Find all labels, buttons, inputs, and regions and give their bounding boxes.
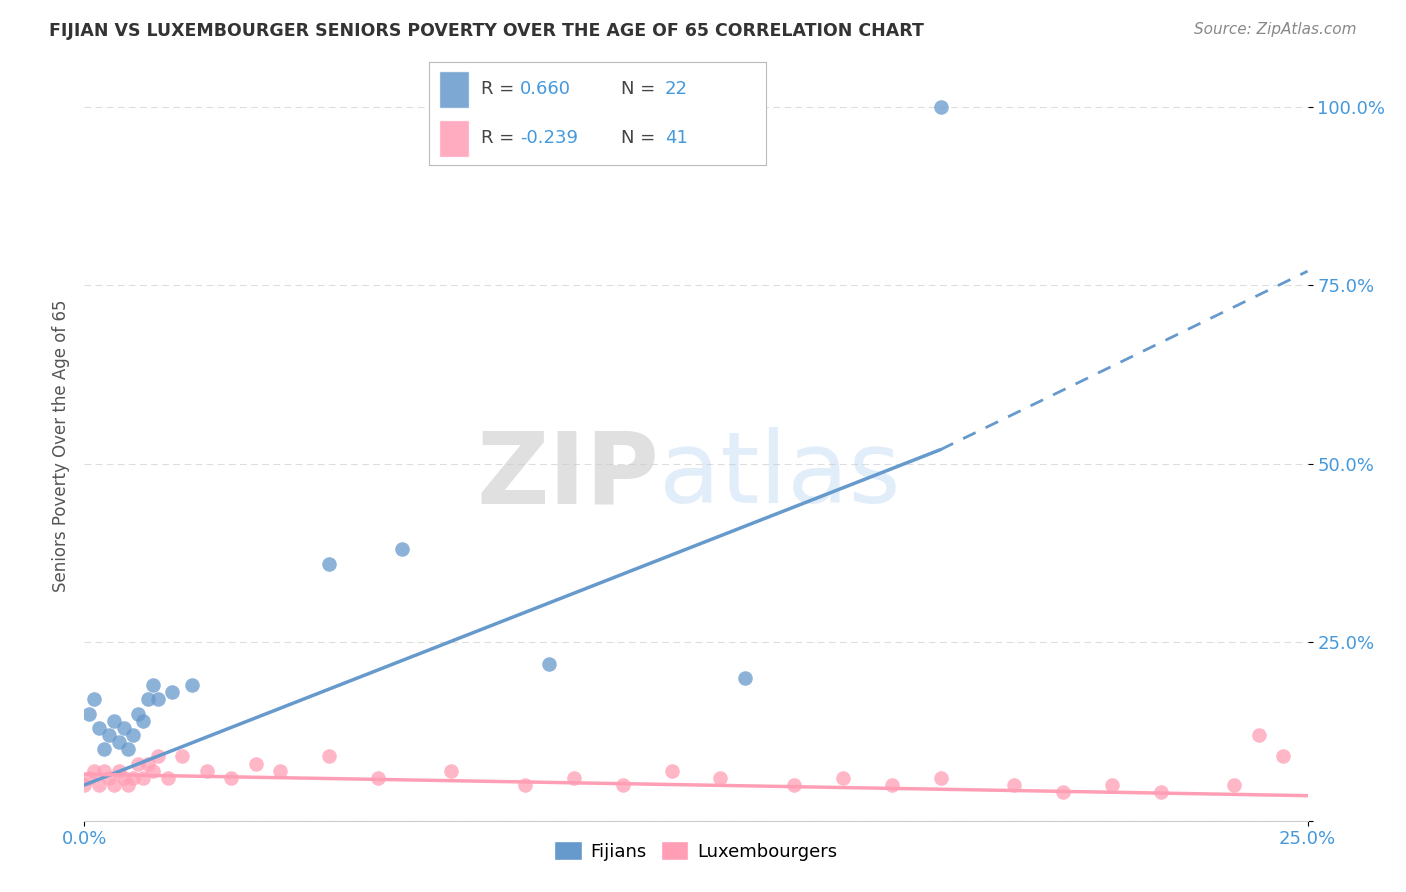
Point — [132, 714, 155, 728]
Legend: Fijians, Luxembourgers: Fijians, Luxembourgers — [547, 834, 845, 868]
Point — [122, 771, 145, 785]
Point — [107, 735, 129, 749]
Point — [880, 778, 903, 792]
Point — [77, 706, 100, 721]
Bar — [439, 70, 470, 108]
Point — [929, 771, 952, 785]
Point — [112, 721, 135, 735]
Point — [127, 706, 149, 721]
Point — [1052, 785, 1074, 799]
Point — [1150, 785, 1173, 799]
Point — [83, 692, 105, 706]
Point — [107, 764, 129, 778]
Point — [77, 771, 100, 785]
Point — [93, 764, 115, 778]
Point — [1272, 749, 1295, 764]
Text: R =: R = — [481, 129, 520, 147]
Text: N =: N = — [621, 80, 661, 98]
Point — [112, 771, 135, 785]
Text: 0.660: 0.660 — [520, 80, 571, 98]
Point — [87, 778, 110, 792]
Point — [103, 778, 125, 792]
Point — [513, 778, 536, 792]
Point — [142, 678, 165, 692]
Text: 22: 22 — [665, 80, 688, 98]
Point — [156, 771, 179, 785]
Text: N =: N = — [621, 129, 661, 147]
Point — [97, 771, 120, 785]
Point — [367, 771, 389, 785]
Point — [87, 721, 110, 735]
Point — [440, 764, 463, 778]
Point — [269, 764, 291, 778]
Point — [172, 749, 194, 764]
Point — [318, 749, 340, 764]
Point — [73, 778, 96, 792]
Point — [709, 771, 731, 785]
Point — [162, 685, 184, 699]
Point — [219, 771, 242, 785]
Text: -0.239: -0.239 — [520, 129, 578, 147]
Point — [103, 714, 125, 728]
Point — [97, 728, 120, 742]
Point — [783, 778, 806, 792]
Point — [83, 764, 105, 778]
Point — [122, 728, 145, 742]
Point — [132, 771, 155, 785]
Text: ZIP: ZIP — [477, 427, 659, 524]
Text: R =: R = — [481, 80, 520, 98]
Text: FIJIAN VS LUXEMBOURGER SENIORS POVERTY OVER THE AGE OF 65 CORRELATION CHART: FIJIAN VS LUXEMBOURGER SENIORS POVERTY O… — [49, 22, 924, 40]
Point — [245, 756, 267, 771]
Point — [538, 657, 561, 671]
Point — [562, 771, 585, 785]
Text: atlas: atlas — [659, 427, 901, 524]
Point — [1247, 728, 1270, 742]
Point — [117, 778, 139, 792]
Point — [1101, 778, 1123, 792]
Point — [661, 764, 683, 778]
Point — [136, 692, 159, 706]
Point — [1223, 778, 1246, 792]
Point — [117, 742, 139, 756]
Point — [142, 764, 165, 778]
Point — [391, 542, 413, 557]
Point — [181, 678, 204, 692]
Text: Source: ZipAtlas.com: Source: ZipAtlas.com — [1194, 22, 1357, 37]
Y-axis label: Seniors Poverty Over the Age of 65: Seniors Poverty Over the Age of 65 — [52, 300, 70, 592]
Bar — [439, 120, 470, 157]
Point — [929, 100, 952, 114]
Point — [195, 764, 218, 778]
Point — [831, 771, 853, 785]
Point — [612, 778, 634, 792]
Point — [146, 692, 169, 706]
Point — [1002, 778, 1025, 792]
Point — [136, 756, 159, 771]
Point — [93, 742, 115, 756]
Text: 41: 41 — [665, 129, 688, 147]
Point — [127, 756, 149, 771]
Point — [318, 557, 340, 571]
Point — [734, 671, 756, 685]
Point — [146, 749, 169, 764]
